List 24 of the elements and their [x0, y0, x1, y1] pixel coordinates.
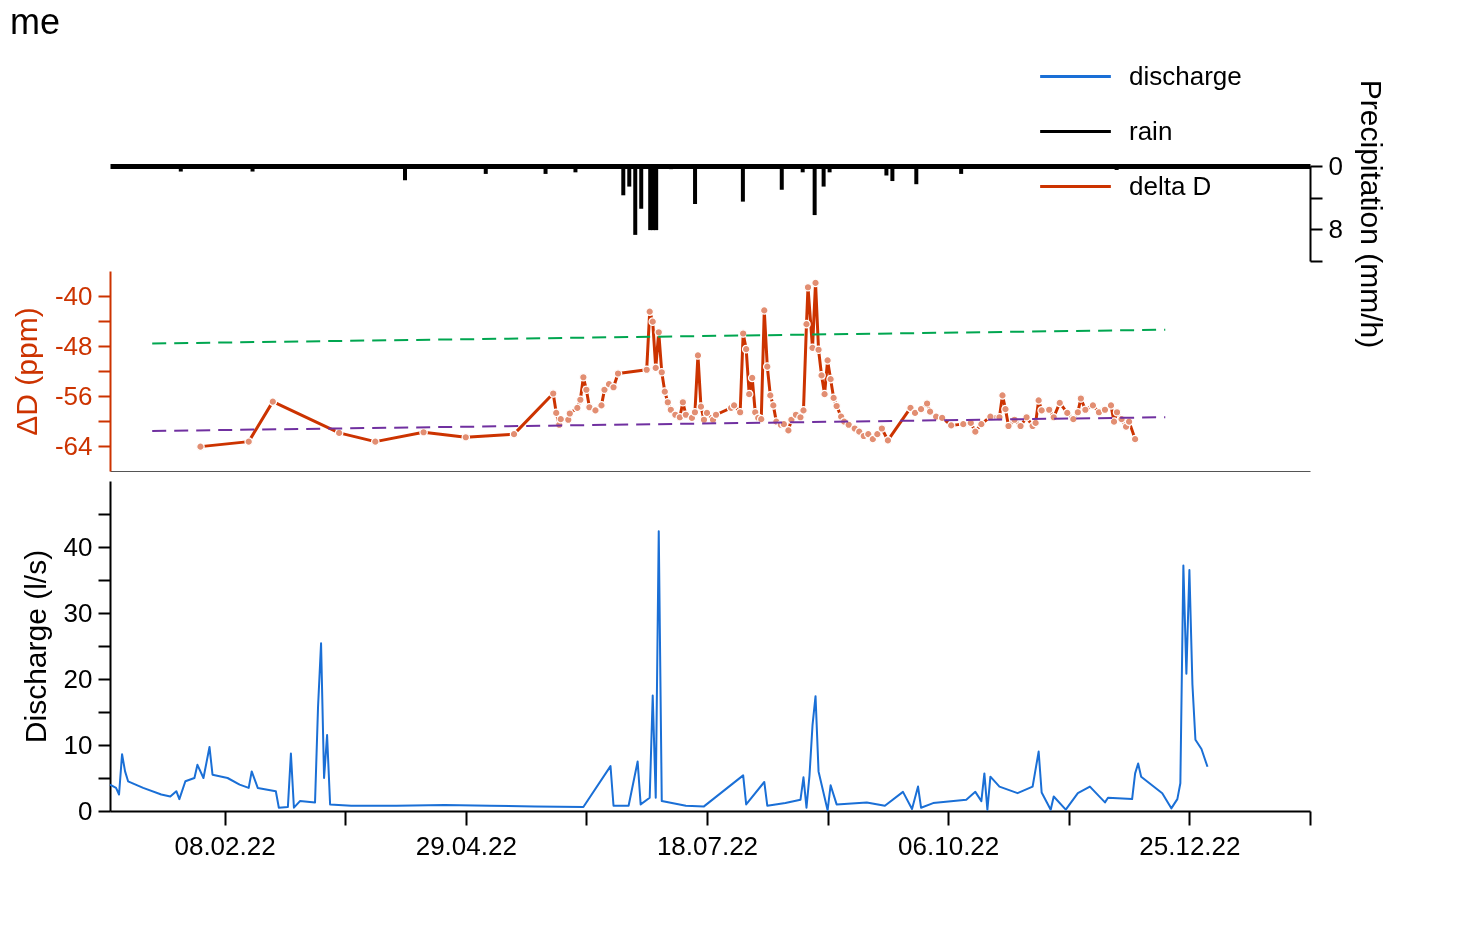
x-tick-label: 25.12.22: [1139, 830, 1241, 861]
line-series: [109, 530, 1209, 812]
y-axis-title: Precipitation (mm/h): [1354, 79, 1388, 349]
y-tick-label: -48: [54, 330, 93, 361]
y-tick-label: 0: [1328, 150, 1343, 181]
y-tick-label: 8: [1328, 213, 1343, 244]
y-axis-title: ΔD (ppm): [9, 307, 43, 436]
y-axis-title: Discharge (l/s): [18, 549, 52, 744]
y-tick-label: -64: [54, 430, 93, 461]
legend-label: delta D: [1129, 170, 1212, 201]
y-tick-label: 0: [78, 795, 93, 826]
x-tick-label: 06.10.22: [898, 830, 1000, 861]
y-tick-label: -56: [54, 380, 93, 411]
x-tick-label: 29.04.22: [415, 830, 517, 861]
y-tick-label: 10: [63, 729, 93, 760]
chart-title: me: [10, 1, 61, 42]
legend-label: discharge: [1129, 60, 1242, 91]
y-tick-label: 20: [63, 663, 93, 694]
legend-label: rain: [1129, 115, 1173, 146]
y-tick-label: 30: [63, 597, 93, 628]
x-tick-label: 08.02.22: [174, 830, 276, 861]
y-tick-label: 40: [63, 531, 93, 562]
y-tick-label: -40: [54, 280, 93, 311]
x-tick-label: 18.07.22: [656, 830, 759, 861]
